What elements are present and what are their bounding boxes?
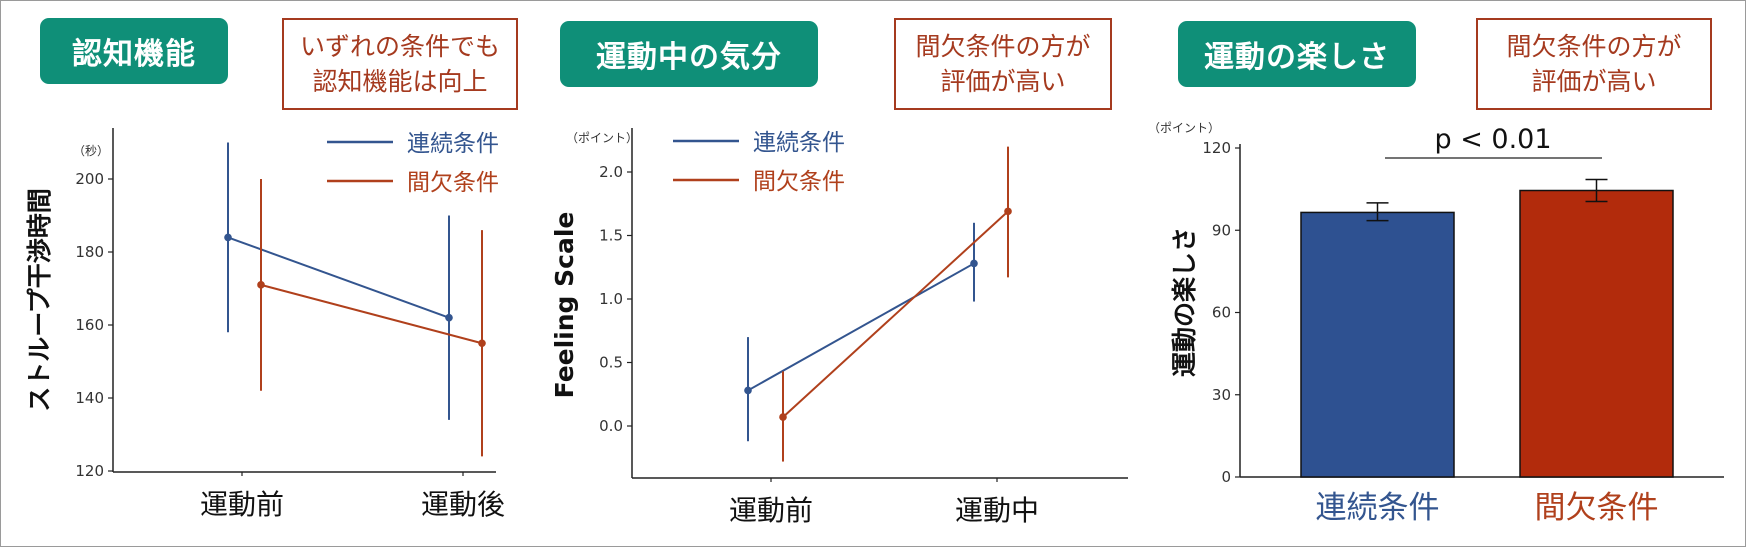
bar — [1300, 211, 1455, 478]
y-tick-label: 120 — [75, 462, 104, 480]
note-line-1: 間欠条件の方が — [915, 32, 1091, 61]
x-tick-label: 連続条件 — [1316, 490, 1440, 526]
panel-mood: 運動中の気分 間欠条件の方が 評価が高い 0.0 0.5 1.0 1.5 2.0 （ポイン… — [550, 0, 1140, 547]
bar — [1519, 189, 1674, 478]
chart-feeling-scale: 0.0 0.5 1.0 1.5 2.0 （ポイント） Feeling Scale 運動前 運動中… — [550, 128, 1128, 527]
panel-note: 間欠条件の方が 評価が高い — [1476, 18, 1712, 110]
y-tick-label: 2.0 — [599, 163, 623, 181]
panel-note: 間欠条件の方が 評価が高い — [894, 18, 1112, 110]
panel-cognitive: 認知機能 いずれの条件でも 認知機能は向上 120 140 160 180 200 （秒）… — [0, 0, 560, 547]
y-axis-label: ストループ干渉時間 — [25, 188, 54, 412]
y-tick-label: 120 — [1202, 139, 1231, 157]
panel-title-badge: 運動中の気分 — [560, 21, 818, 87]
y-tick-label: 200 — [75, 170, 104, 188]
x-tick-label: 運動前 — [200, 488, 284, 521]
panel-title-badge: 認知機能 — [40, 18, 228, 84]
panel-title-badge: 運動の楽しさ — [1178, 21, 1416, 87]
x-tick-label: 運動前 — [729, 494, 813, 527]
y-tick-label: 160 — [75, 316, 104, 334]
y-tick-label: 0.0 — [599, 417, 623, 435]
data-point — [224, 233, 232, 242]
data-point — [478, 339, 486, 348]
y-tick-label: 60 — [1212, 304, 1231, 322]
y-tick-label: 30 — [1212, 386, 1231, 404]
p-value-annotation: p < 0.01 — [1434, 124, 1551, 155]
legend-label: 間欠条件 — [753, 169, 845, 195]
x-tick-label: 運動後 — [421, 488, 505, 521]
y-tick-label: 90 — [1212, 221, 1231, 239]
y-tick-label: 1.5 — [599, 227, 623, 245]
note-line-1: いずれの条件でも — [299, 32, 500, 61]
note-line-2: 認知機能は向上 — [312, 67, 488, 96]
legend-label: 間欠条件 — [407, 170, 499, 196]
data-point — [1004, 207, 1012, 216]
panel-note: いずれの条件でも 認知機能は向上 — [282, 18, 518, 110]
data-point — [779, 413, 787, 421]
data-point — [257, 281, 265, 289]
data-point — [445, 313, 453, 322]
data-point — [970, 259, 978, 268]
y-tick-label: 0 — [1221, 468, 1231, 486]
note-line-2: 評価が高い — [940, 67, 1066, 96]
series-line — [782, 210, 1009, 418]
x-tick-label: 運動中 — [955, 494, 1039, 527]
y-tick-label: 1.0 — [599, 290, 623, 308]
x-tick-label: 間欠条件 — [1535, 490, 1659, 526]
legend-label: 連続条件 — [407, 131, 499, 157]
panel-enjoyment: 運動の楽しさ 間欠条件の方が 評価が高い 0 30 60 90 120 （ポイント） 運動の… — [1140, 0, 1746, 547]
y-unit-label: （ポイント） — [1148, 121, 1220, 135]
note-line-2: 評価が高い — [1531, 67, 1657, 96]
legend-label: 連続条件 — [753, 130, 845, 156]
y-axis-label: 運動の楽しさ — [1170, 227, 1199, 377]
y-unit-label: （秒） — [73, 144, 109, 158]
y-tick-label: 180 — [75, 243, 104, 261]
y-unit-label: （ポイント） — [566, 131, 638, 145]
series-line — [747, 262, 975, 392]
note-line-1: 間欠条件の方が — [1506, 32, 1682, 61]
data-point — [744, 386, 752, 395]
y-tick-label: 0.5 — [599, 354, 623, 372]
y-axis-label: Feeling Scale — [550, 212, 579, 399]
y-tick-label: 140 — [75, 389, 104, 407]
series-line — [260, 283, 483, 345]
series-line — [227, 236, 450, 319]
